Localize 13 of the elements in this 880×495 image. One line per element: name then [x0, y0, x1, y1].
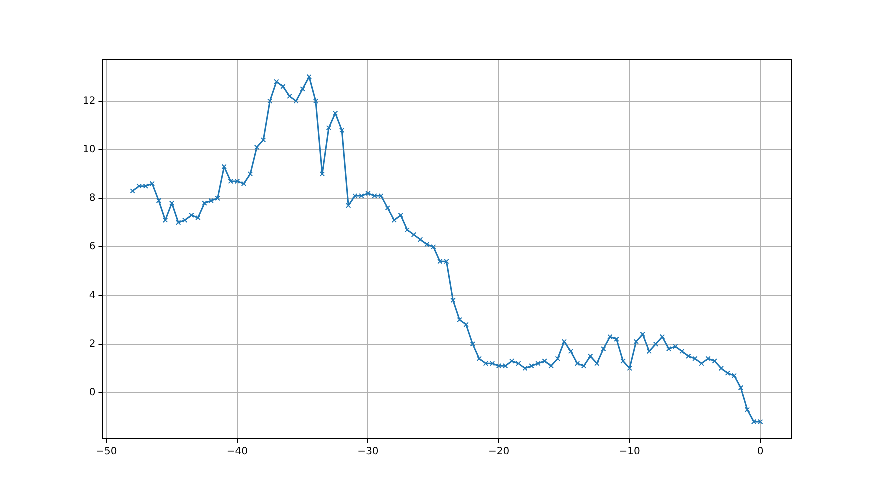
- x-tick-label: 0: [757, 446, 764, 458]
- y-tick-label: 12: [82, 96, 96, 107]
- y-tick-label: 6: [89, 242, 96, 253]
- x-tick-label: −30: [358, 446, 379, 458]
- y-tick-label: 2: [89, 338, 96, 350]
- x-tick-label: −20: [488, 446, 510, 458]
- y-tick-label: 10: [82, 144, 96, 156]
- x-tick-label: −50: [96, 446, 118, 458]
- y-tick-label: 0: [89, 387, 96, 398]
- x-tick-label: −10: [619, 446, 640, 458]
- x-tick-label: −40: [226, 446, 248, 458]
- y-tick-label: 4: [89, 290, 96, 302]
- y-tick-label: 8: [89, 193, 96, 204]
